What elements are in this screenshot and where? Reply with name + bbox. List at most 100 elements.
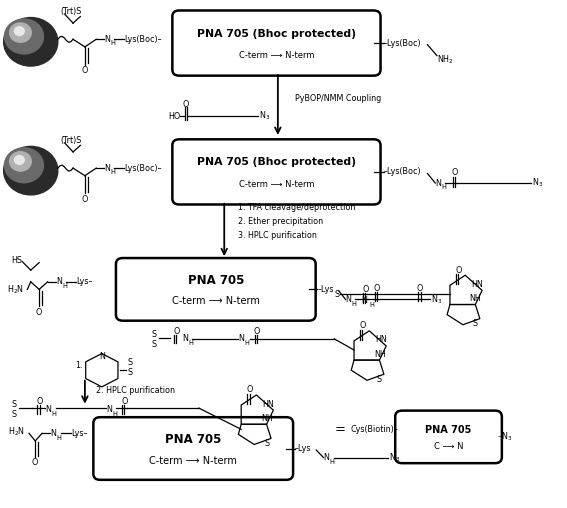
Text: H$_2$N: H$_2$N [8, 426, 25, 438]
FancyBboxPatch shape [172, 11, 380, 76]
Text: O: O [417, 284, 423, 293]
Text: N$_3$: N$_3$ [431, 293, 443, 306]
Text: NH: NH [374, 350, 386, 359]
Text: Cys(Biotin)–: Cys(Biotin)– [350, 425, 398, 434]
Text: H: H [442, 184, 446, 190]
Text: S: S [11, 409, 16, 419]
FancyBboxPatch shape [172, 139, 380, 205]
Text: O: O [362, 285, 369, 294]
Text: S: S [151, 330, 156, 339]
Circle shape [3, 18, 58, 66]
Text: N: N [50, 429, 56, 438]
Text: N: N [182, 334, 188, 343]
Text: S: S [127, 358, 132, 367]
Text: NH: NH [469, 294, 481, 303]
Text: HN: HN [375, 335, 387, 344]
Text: Lys–: Lys– [71, 429, 87, 438]
Text: C-term ⟶ N-term: C-term ⟶ N-term [239, 180, 314, 189]
FancyBboxPatch shape [94, 417, 293, 480]
Text: (Trt)S: (Trt)S [61, 136, 82, 145]
Text: Lys–: Lys– [77, 277, 93, 287]
FancyBboxPatch shape [395, 410, 502, 463]
Text: N: N [324, 453, 329, 462]
Text: N: N [361, 296, 367, 305]
Text: N: N [45, 404, 51, 414]
Circle shape [15, 27, 24, 36]
Text: 1.: 1. [75, 361, 82, 370]
Text: 1. TFA cleavage/deprotection: 1. TFA cleavage/deprotection [238, 203, 356, 212]
Text: S: S [264, 439, 269, 448]
Text: –Lys(Boc): –Lys(Boc) [384, 168, 421, 176]
Text: O: O [247, 386, 253, 394]
Text: –N$_3$: –N$_3$ [497, 431, 513, 443]
Text: H: H [57, 435, 62, 441]
Text: O: O [36, 397, 43, 405]
Text: O: O [254, 327, 260, 336]
Text: HS: HS [11, 256, 23, 265]
Text: H: H [111, 169, 116, 175]
Text: C ⟶ N: C ⟶ N [434, 442, 463, 451]
Text: O: O [36, 308, 42, 316]
Text: PNA 705: PNA 705 [188, 274, 244, 287]
Text: 2. HPLC purification: 2. HPLC purification [96, 386, 175, 395]
Text: H: H [352, 301, 357, 307]
Text: S: S [473, 319, 478, 328]
Text: O: O [82, 66, 88, 75]
Circle shape [5, 19, 44, 54]
Text: H: H [62, 283, 67, 290]
Text: O: O [452, 169, 458, 177]
Circle shape [5, 148, 44, 183]
Text: S: S [377, 375, 382, 384]
Text: C-term ⟶ N-term: C-term ⟶ N-term [149, 456, 237, 466]
Text: S: S [151, 340, 156, 350]
Text: H: H [244, 340, 249, 346]
Text: H: H [52, 410, 57, 417]
Text: O: O [374, 284, 380, 293]
Text: N$_3$: N$_3$ [389, 451, 400, 464]
Text: H: H [188, 340, 193, 346]
Text: H$_2$N: H$_2$N [7, 283, 24, 296]
Text: N: N [106, 404, 112, 414]
Text: O: O [455, 266, 462, 275]
Text: N: N [238, 334, 244, 343]
Circle shape [15, 155, 24, 164]
FancyBboxPatch shape [116, 258, 316, 321]
Text: HO: HO [168, 112, 180, 120]
Text: N: N [345, 295, 352, 304]
Text: S: S [335, 290, 340, 299]
Text: N: N [435, 178, 441, 187]
Circle shape [10, 23, 31, 42]
Text: –Lys(Boc): –Lys(Boc) [384, 39, 421, 48]
Text: N: N [56, 277, 62, 287]
Text: C-term ⟶ N-term: C-term ⟶ N-term [172, 297, 260, 306]
Text: H: H [111, 40, 116, 46]
Text: Lys(Boc)–: Lys(Boc)– [124, 164, 162, 173]
Circle shape [10, 152, 31, 171]
Text: S: S [127, 368, 132, 377]
Text: PNA 705 (Bhoc protected): PNA 705 (Bhoc protected) [197, 157, 356, 167]
Text: O: O [82, 195, 88, 204]
Circle shape [3, 146, 58, 195]
Text: PyBOP/NMM Coupling: PyBOP/NMM Coupling [295, 94, 381, 104]
Text: N$_3$: N$_3$ [259, 110, 270, 122]
Text: 2. Ether precipitation: 2. Ether precipitation [238, 217, 324, 226]
Text: =: = [335, 423, 345, 436]
Text: NH: NH [261, 414, 273, 423]
Text: 3. HPLC purification: 3. HPLC purification [238, 231, 318, 240]
Text: N: N [99, 352, 105, 361]
Text: O: O [32, 458, 38, 467]
Text: –Lys: –Lys [295, 444, 311, 453]
Text: H: H [330, 459, 335, 465]
Text: Lys(Boc)–: Lys(Boc)– [124, 35, 162, 44]
Text: H: H [369, 302, 374, 308]
Text: –Lys: –Lys [318, 285, 334, 294]
Text: O: O [121, 397, 128, 405]
Text: O: O [359, 321, 366, 330]
Text: O: O [183, 100, 189, 109]
Text: C-term ⟶ N-term: C-term ⟶ N-term [239, 51, 314, 60]
Text: N: N [105, 35, 111, 44]
Text: O: O [173, 327, 180, 336]
Text: H: H [112, 410, 117, 417]
Text: NH$_2$: NH$_2$ [437, 53, 454, 66]
Text: N$_3$: N$_3$ [532, 177, 543, 189]
